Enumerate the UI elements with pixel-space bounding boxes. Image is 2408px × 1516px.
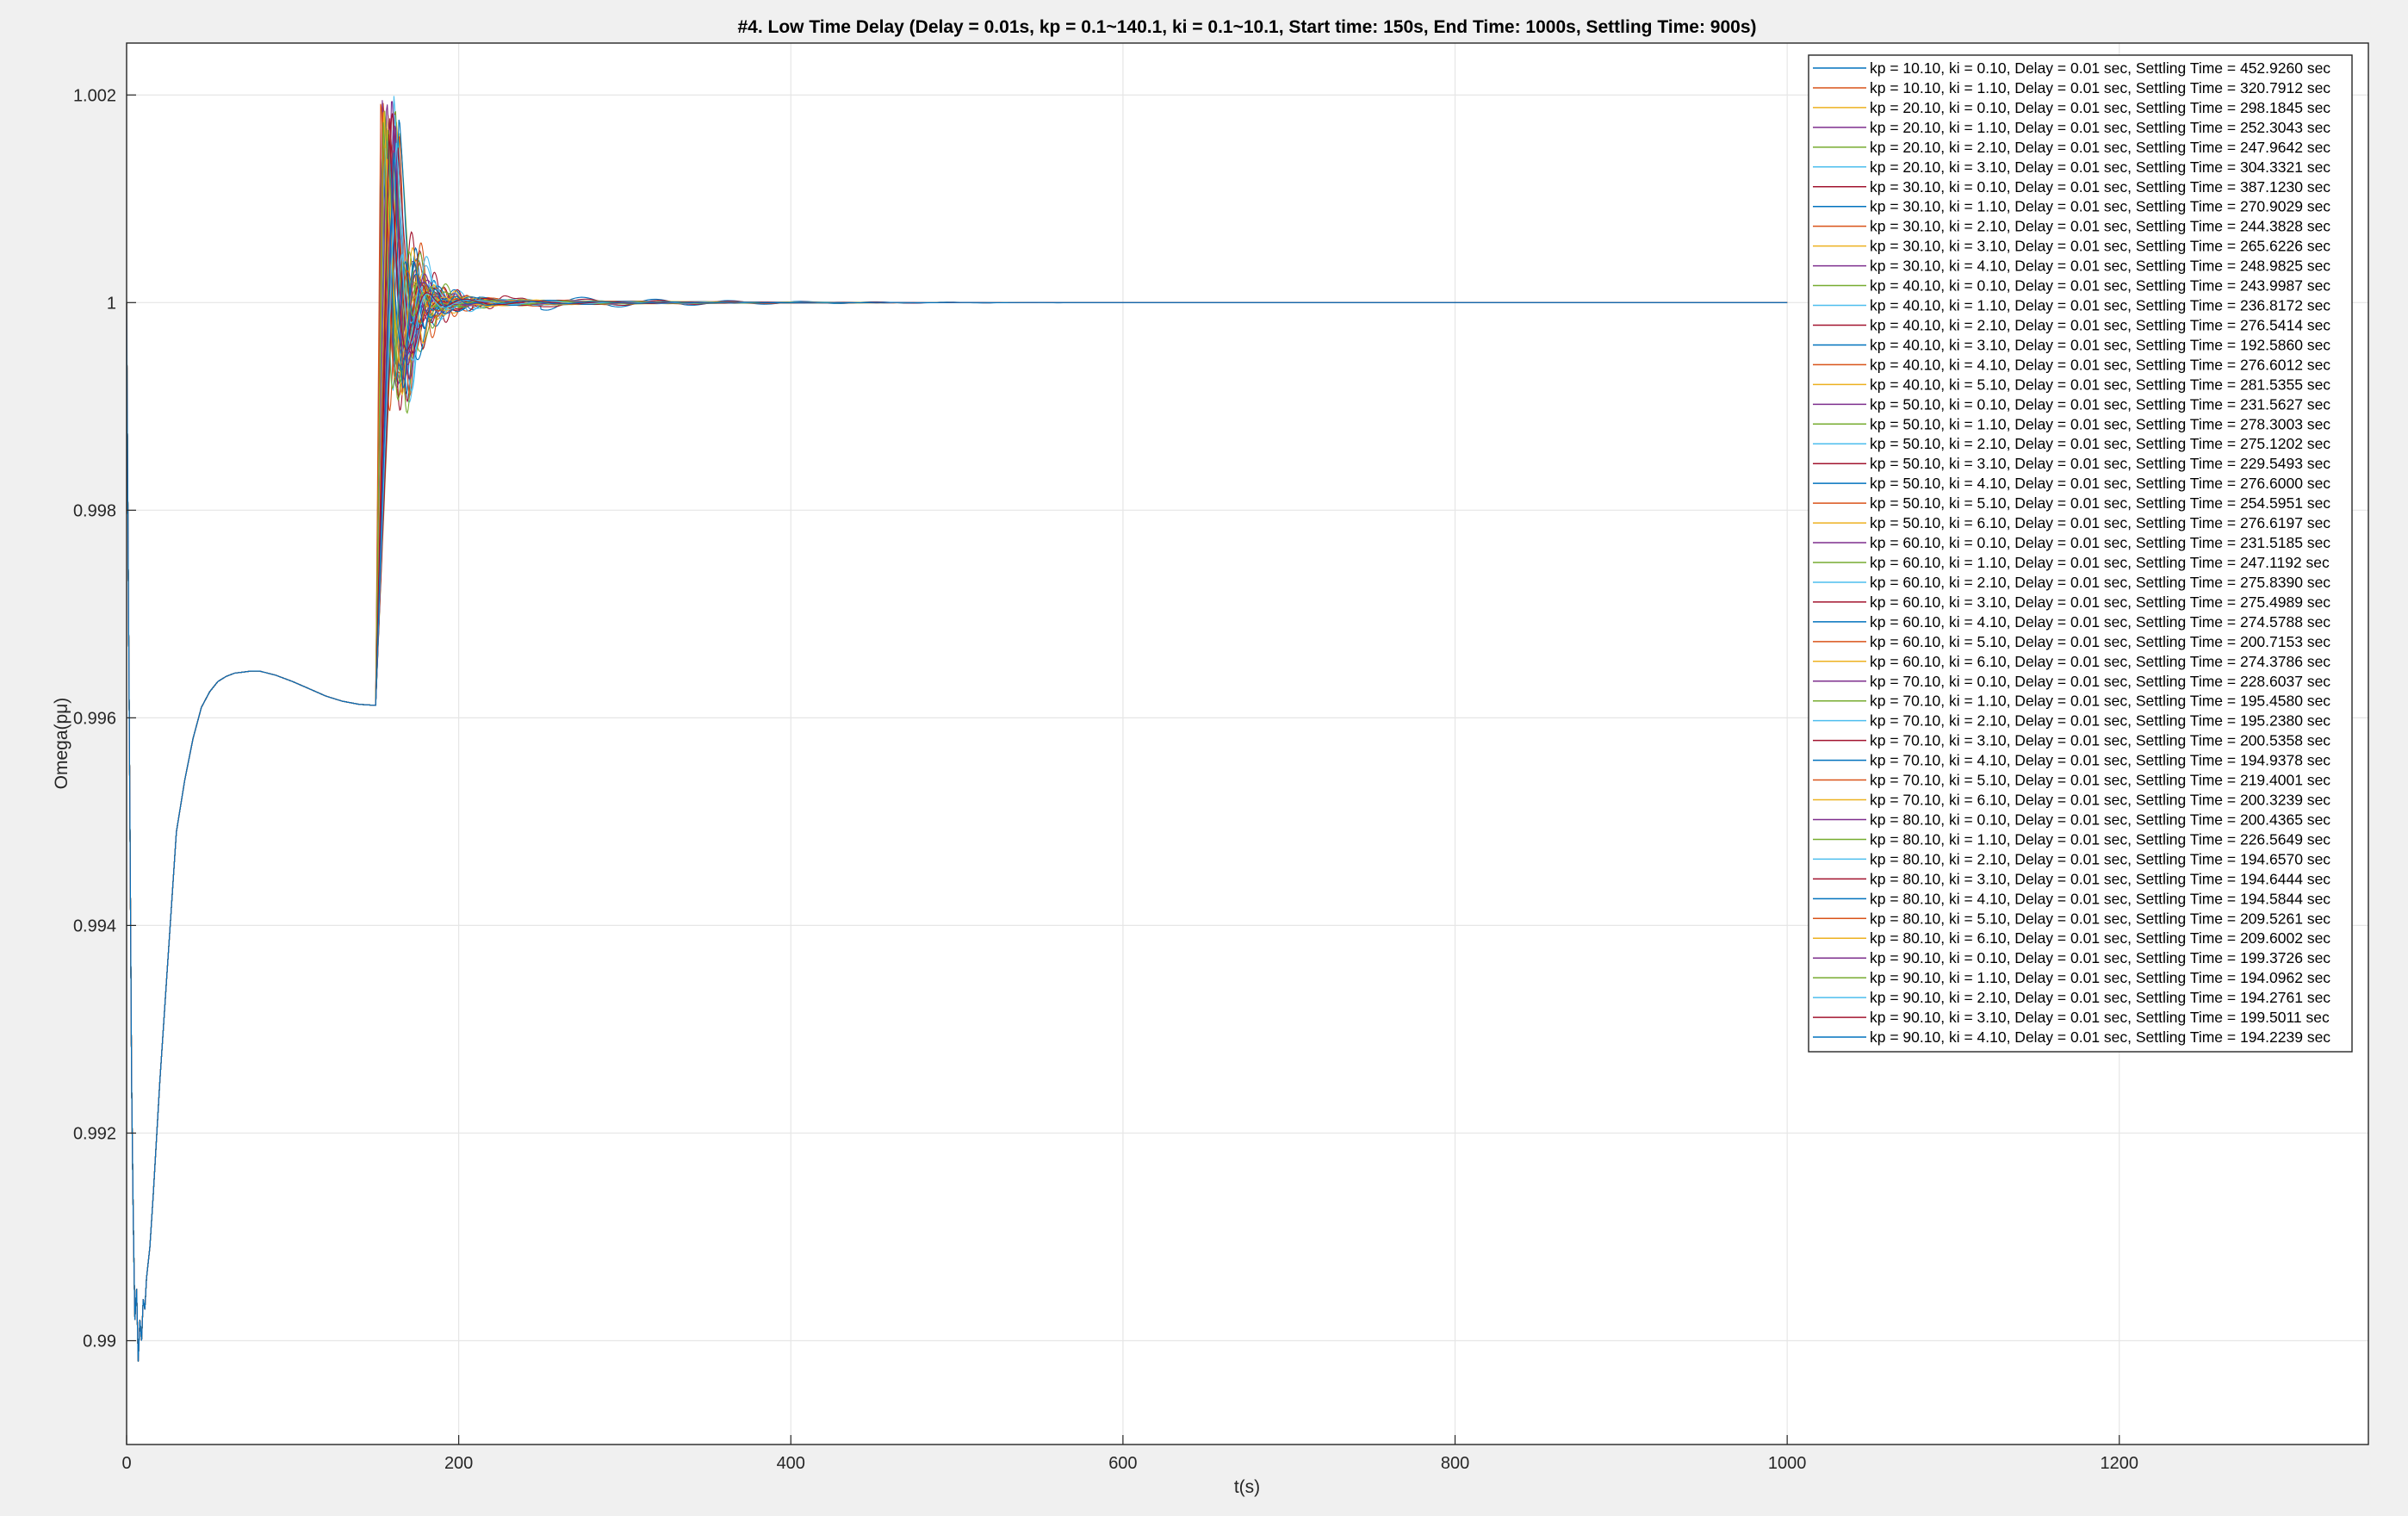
legend-entry: kp = 20.10, ki = 2.10, Delay = 0.01 sec,…: [1870, 139, 2330, 156]
y-tick-label: 0.996: [73, 709, 116, 728]
x-tick-label: 400: [777, 1454, 805, 1473]
y-tick-label: 1: [107, 294, 116, 313]
legend-entry: kp = 40.10, ki = 3.10, Delay = 0.01 sec,…: [1870, 336, 2330, 353]
legend-entry: kp = 20.10, ki = 1.10, Delay = 0.01 sec,…: [1870, 119, 2330, 136]
legend-entry: kp = 90.10, ki = 1.10, Delay = 0.01 sec,…: [1870, 969, 2330, 986]
legend-entry: kp = 70.10, ki = 6.10, Delay = 0.01 sec,…: [1870, 792, 2330, 809]
legend-entry: kp = 90.10, ki = 3.10, Delay = 0.01 sec,…: [1870, 1009, 2330, 1026]
legend-entry: kp = 60.10, ki = 6.10, Delay = 0.01 sec,…: [1870, 653, 2330, 670]
legend-entry: kp = 50.10, ki = 6.10, Delay = 0.01 sec,…: [1870, 514, 2330, 531]
legend-entry: kp = 60.10, ki = 3.10, Delay = 0.01 sec,…: [1870, 593, 2330, 611]
legend-entry: kp = 90.10, ki = 2.10, Delay = 0.01 sec,…: [1870, 989, 2330, 1006]
axes-box: [126, 42, 2369, 1445]
y-tick-label: 1.002: [73, 86, 116, 105]
legend-entry: kp = 50.10, ki = 0.10, Delay = 0.01 sec,…: [1870, 395, 2330, 413]
axis-ticks: 0 200 400 600 800 1000 1200 0.99 0.992 0.994 0.996…: [73, 86, 2138, 1473]
x-tick-label: 800: [1441, 1454, 1469, 1473]
legend-entry: kp = 20.10, ki = 0.10, Delay = 0.01 sec,…: [1870, 99, 2330, 116]
legend-entry: kp = 30.10, ki = 3.10, Delay = 0.01 sec,…: [1870, 238, 2330, 255]
legend-entry: kp = 80.10, ki = 6.10, Delay = 0.01 sec,…: [1870, 929, 2330, 947]
legend-entry: kp = 80.10, ki = 3.10, Delay = 0.01 sec,…: [1870, 870, 2330, 887]
legend-entry: kp = 70.10, ki = 2.10, Delay = 0.01 sec,…: [1870, 712, 2330, 730]
legend-entry: kp = 60.10, ki = 4.10, Delay = 0.01 sec,…: [1870, 613, 2330, 631]
legend-entry: kp = 30.10, ki = 1.10, Delay = 0.01 sec,…: [1870, 198, 2330, 215]
y-axis-label: Omega(pμ): [52, 698, 71, 790]
legend-entry: kp = 60.10, ki = 2.10, Delay = 0.01 sec,…: [1870, 574, 2330, 591]
legend-entry: kp = 70.10, ki = 1.10, Delay = 0.01 sec,…: [1870, 693, 2330, 710]
x-tick-label: 1200: [2101, 1454, 2139, 1473]
legend-entry: kp = 90.10, ki = 0.10, Delay = 0.01 sec,…: [1870, 949, 2330, 966]
legend-entry: kp = 80.10, ki = 2.10, Delay = 0.01 sec,…: [1870, 850, 2330, 867]
legend-entry: kp = 40.10, ki = 4.10, Delay = 0.01 sec,…: [1870, 356, 2330, 373]
legend-entry: kp = 40.10, ki = 5.10, Delay = 0.01 sec,…: [1870, 376, 2330, 393]
legend-entry: kp = 50.10, ki = 4.10, Delay = 0.01 sec,…: [1870, 475, 2330, 492]
series-line: [127, 152, 1788, 1362]
x-tick-label: 600: [1108, 1454, 1137, 1473]
legend-entry: kp = 70.10, ki = 3.10, Delay = 0.01 sec,…: [1870, 732, 2330, 749]
legend-entry: kp = 30.10, ki = 4.10, Delay = 0.01 sec,…: [1870, 258, 2330, 275]
y-tick-label: 0.998: [73, 501, 116, 520]
legend-entry: kp = 40.10, ki = 0.10, Delay = 0.01 sec,…: [1870, 277, 2330, 295]
y-tick-label: 0.99: [83, 1332, 116, 1351]
legend-entry: kp = 80.10, ki = 1.10, Delay = 0.01 sec,…: [1870, 830, 2330, 848]
legend-entry: kp = 50.10, ki = 2.10, Delay = 0.01 sec,…: [1870, 435, 2330, 452]
legend-entry: kp = 60.10, ki = 1.10, Delay = 0.01 sec,…: [1870, 554, 2330, 571]
legend-entry: kp = 50.10, ki = 5.10, Delay = 0.01 sec,…: [1870, 494, 2330, 512]
legend-entry: kp = 30.10, ki = 0.10, Delay = 0.01 sec,…: [1870, 178, 2330, 196]
legend-entry: kp = 60.10, ki = 5.10, Delay = 0.01 sec,…: [1870, 633, 2330, 650]
x-tick-label: 200: [444, 1454, 473, 1473]
series-lines: [127, 96, 1788, 1362]
legend-entry: kp = 10.10, ki = 1.10, Delay = 0.01 sec,…: [1870, 79, 2330, 96]
legend-entry: kp = 80.10, ki = 4.10, Delay = 0.01 sec,…: [1870, 890, 2330, 907]
x-tick-label: 0: [121, 1454, 131, 1473]
legend-entry: kp = 60.10, ki = 0.10, Delay = 0.01 sec,…: [1870, 534, 2330, 551]
legend-entry: kp = 70.10, ki = 4.10, Delay = 0.01 sec,…: [1870, 752, 2330, 769]
y-tick-label: 0.992: [73, 1124, 116, 1143]
legend-entry: kp = 20.10, ki = 3.10, Delay = 0.01 sec,…: [1870, 158, 2330, 176]
legend-entry: kp = 50.10, ki = 3.10, Delay = 0.01 sec,…: [1870, 455, 2330, 472]
legend-entry: kp = 80.10, ki = 0.10, Delay = 0.01 sec,…: [1870, 811, 2330, 828]
legend: kp = 10.10, ki = 0.10, Delay = 0.01 sec,…: [1808, 54, 2353, 1053]
chart-title: #4. Low Time Delay (Delay = 0.01s, kp = …: [737, 17, 1756, 37]
x-tick-label: 1000: [1768, 1454, 1807, 1473]
legend-entry: kp = 40.10, ki = 2.10, Delay = 0.01 sec,…: [1870, 316, 2330, 333]
legend-entry: kp = 50.10, ki = 1.10, Delay = 0.01 sec,…: [1870, 415, 2330, 432]
legend-entry: kp = 10.10, ki = 0.10, Delay = 0.01 sec,…: [1870, 59, 2330, 77]
legend-entry: kp = 70.10, ki = 0.10, Delay = 0.01 sec,…: [1870, 673, 2330, 690]
legend-entry: kp = 80.10, ki = 5.10, Delay = 0.01 sec,…: [1870, 910, 2330, 927]
legend-entry: kp = 90.10, ki = 4.10, Delay = 0.01 sec,…: [1870, 1028, 2330, 1046]
legend-box: [1808, 54, 2353, 1053]
legend-entry: kp = 40.10, ki = 1.10, Delay = 0.01 sec,…: [1870, 297, 2330, 314]
y-tick-label: 0.994: [73, 916, 116, 935]
legend-entry: kp = 30.10, ki = 2.10, Delay = 0.01 sec,…: [1870, 218, 2330, 235]
x-axis-label: t(s): [1234, 1477, 1260, 1497]
legend-entry: kp = 70.10, ki = 5.10, Delay = 0.01 sec,…: [1870, 772, 2330, 789]
